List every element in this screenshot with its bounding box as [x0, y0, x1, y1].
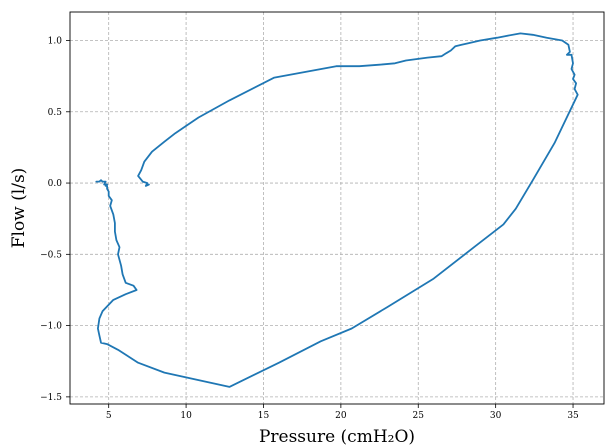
x-tick-label: 10 — [180, 411, 192, 421]
y-tick-label: 0.0 — [48, 179, 63, 189]
y-tick-label: −0.5 — [40, 250, 62, 260]
y-tick-label: −1.0 — [40, 322, 62, 332]
x-axis-label: Pressure (cmH₂O) — [259, 427, 415, 447]
plot-frame — [69, 11, 605, 405]
x-tick-label: 35 — [567, 411, 579, 421]
y-axis-label: Flow (l/s) — [9, 168, 29, 249]
x-axis-ticks: 5 10 15 20 25 30 35 — [106, 404, 579, 421]
x-tick-label: 15 — [258, 411, 270, 421]
y-tick-label: 1.0 — [48, 37, 63, 47]
y-tick-label: 0.5 — [48, 108, 63, 118]
y-tick-label: −1.5 — [40, 393, 62, 403]
x-tick-label: 20 — [335, 411, 347, 421]
x-tick-label: 30 — [490, 411, 502, 421]
y-axis-ticks: −1.5 −1.0 −0.5 0.0 0.5 1.0 — [40, 37, 70, 403]
grid-lines — [70, 12, 604, 404]
x-tick-label: 25 — [413, 411, 425, 421]
series-line — [95, 32, 579, 388]
series-layer — [95, 32, 579, 388]
x-tick-label: 5 — [106, 411, 112, 421]
